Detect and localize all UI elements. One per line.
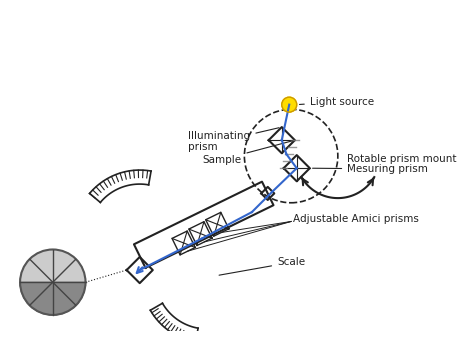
Circle shape bbox=[282, 97, 297, 112]
Wedge shape bbox=[20, 282, 85, 315]
Text: Light source: Light source bbox=[300, 97, 374, 107]
Text: Illuminating
prism: Illuminating prism bbox=[188, 128, 279, 153]
Circle shape bbox=[20, 250, 85, 315]
Text: Adjustable Amici prisms: Adjustable Amici prisms bbox=[293, 214, 419, 224]
Text: Mesuring prism: Mesuring prism bbox=[312, 164, 428, 174]
Text: Sample: Sample bbox=[202, 141, 292, 165]
Text: Rotable prism mount: Rotable prism mount bbox=[347, 154, 456, 164]
Text: Scale: Scale bbox=[219, 258, 305, 275]
